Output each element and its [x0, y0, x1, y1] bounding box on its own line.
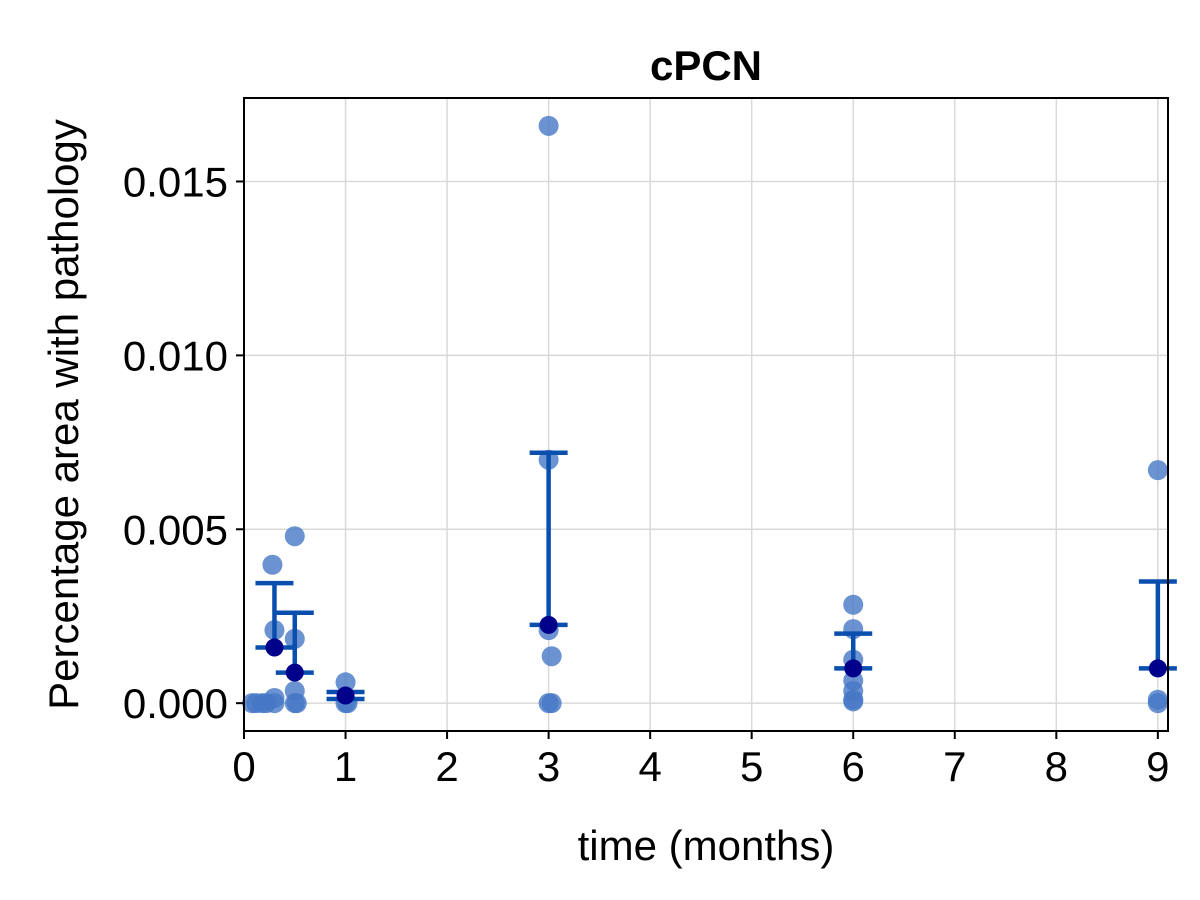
data-point	[1147, 693, 1168, 714]
y-tick-label: 0.015	[123, 158, 228, 205]
data-point	[264, 693, 285, 714]
plot-frame	[243, 97, 1169, 732]
x-tick-label: 3	[537, 743, 560, 790]
y-tick-label: 0.005	[123, 506, 228, 553]
error-bars	[255, 450, 1177, 702]
data-point	[286, 693, 307, 714]
x-tick-label: 5	[740, 743, 763, 790]
chart-title: cPCN	[650, 42, 762, 89]
data-point	[335, 672, 356, 693]
y-axis-label: Percentage area with pathology	[40, 119, 87, 710]
mean-points	[265, 615, 1167, 705]
y-axis-ticks: 0.000 0.005 0.010 0.015	[123, 158, 244, 727]
data-point	[1147, 460, 1168, 481]
x-tick-label: 2	[435, 743, 458, 790]
mean-point	[844, 659, 863, 678]
x-axis-label: time (months)	[578, 822, 835, 869]
data-point	[541, 646, 562, 667]
data-point	[538, 115, 559, 136]
x-tick-label: 1	[334, 743, 357, 790]
mean-point	[1148, 659, 1167, 678]
x-tick-label: 6	[842, 743, 865, 790]
data-point	[284, 526, 305, 547]
x-axis-ticks: 0 1 2 3 4 5 6 7 8 9	[232, 731, 1170, 790]
data-point	[262, 554, 283, 575]
mean-point	[265, 638, 284, 657]
grid	[243, 98, 1168, 731]
x-tick-label: 0	[232, 743, 255, 790]
mean-point	[285, 663, 304, 682]
data-point	[843, 594, 864, 615]
mean-point	[336, 686, 355, 705]
y-tick-label: 0.010	[123, 332, 228, 379]
x-tick-label: 9	[1146, 743, 1169, 790]
data-point	[843, 691, 864, 712]
y-tick-label: 0.000	[123, 680, 228, 727]
x-tick-label: 4	[638, 743, 661, 790]
x-tick-label: 7	[943, 743, 966, 790]
data-point	[541, 693, 562, 714]
mean-point	[539, 615, 558, 634]
x-tick-label: 8	[1045, 743, 1068, 790]
